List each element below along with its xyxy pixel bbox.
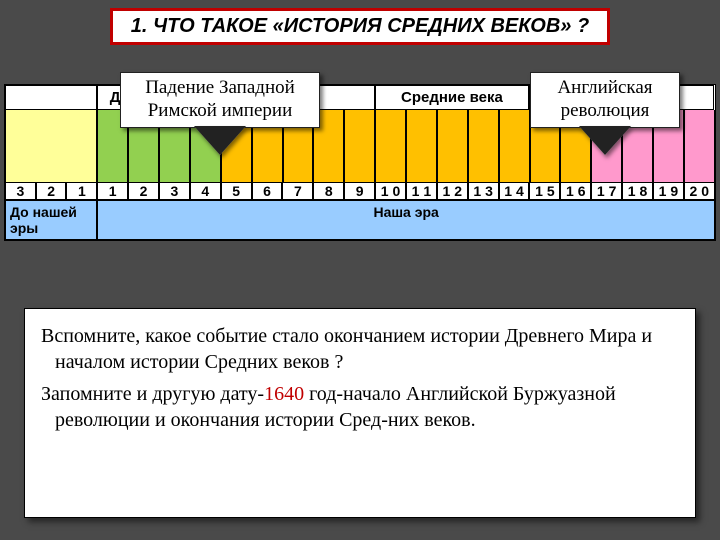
timeline-cell (406, 110, 437, 182)
timeline-cell: Средние века (375, 85, 529, 110)
timeline-cell (5, 110, 97, 182)
timeline-cell: 2 0 (684, 182, 715, 200)
timeline-cell: 1 (97, 182, 128, 200)
timeline-cell: 4 (190, 182, 221, 200)
timeline-cell: 1 5 (529, 182, 560, 200)
main-text-box: Вспомните, какое событие стало окончание… (24, 308, 696, 518)
timeline-cell (344, 110, 375, 182)
timeline-cell: 1 2 (437, 182, 468, 200)
paragraph: Запомните и другую дату-1640 год-начало … (41, 381, 679, 433)
arrow-down-icon (580, 127, 630, 155)
callout-text: Римской империи (148, 100, 293, 121)
timeline-cell (684, 110, 715, 182)
callout-text: Английская (557, 77, 652, 98)
timeline-cell: 5 (221, 182, 252, 200)
paragraph: Вспомните, какое событие стало окончание… (41, 323, 679, 375)
callout-english-revolution: Английская революция (530, 72, 680, 128)
timeline-cell: 7 (282, 182, 313, 200)
text: Вспомните, какое событие стало окончание… (41, 325, 652, 373)
highlight-year: 1640 (264, 383, 304, 405)
timeline-cell: 8 (313, 182, 344, 200)
title: 1. ЧТО ТАКОЕ «ИСТОРИЯ СРЕДНИХ ВЕКОВ» ? (110, 8, 610, 45)
callout-text: Падение Западной (145, 77, 295, 98)
timeline-cell: 1 7 (591, 182, 622, 200)
timeline-cell (468, 110, 499, 182)
timeline-cell: До нашей эры (5, 200, 97, 240)
timeline-century-row: 3211234567891 01 11 21 31 41 51 61 71 81… (5, 182, 715, 200)
timeline-cell: 1 8 (622, 182, 653, 200)
timeline-cell: 1 (66, 182, 97, 200)
timeline-era-row: До нашей эрыНаша эра (5, 200, 715, 240)
timeline-cell: 2 (36, 182, 67, 200)
text: Запомните и другую дату- (41, 383, 264, 405)
timeline-cell: 1 0 (375, 182, 406, 200)
timeline-cell (5, 85, 97, 110)
timeline-cell: 3 (5, 182, 36, 200)
arrow-down-icon (195, 127, 245, 155)
timeline-cell: 6 (252, 182, 283, 200)
timeline-cell: 1 3 (468, 182, 499, 200)
callout-text: революция (561, 100, 650, 121)
timeline-cell: 1 6 (560, 182, 591, 200)
timeline-cell (375, 110, 406, 182)
timeline-cell: 9 (344, 182, 375, 200)
timeline-cell: Наша эра (97, 200, 715, 240)
callout-fall-of-rome: Падение Западной Римской империи (120, 72, 320, 128)
timeline-cell (437, 110, 468, 182)
timeline-cell: 2 (128, 182, 159, 200)
timeline-cell: 3 (159, 182, 190, 200)
timeline-cell: 1 4 (499, 182, 530, 200)
timeline-cell (499, 110, 530, 182)
timeline-cell: 1 9 (653, 182, 684, 200)
timeline-cell: 1 1 (406, 182, 437, 200)
